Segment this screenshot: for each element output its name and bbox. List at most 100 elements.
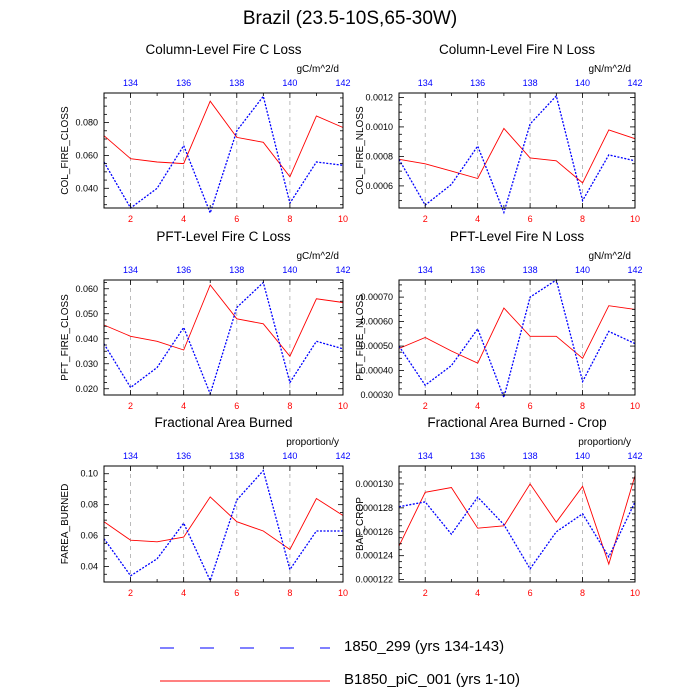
x-tick-label-top: 136 bbox=[470, 265, 485, 275]
y-tick-label: 0.000128 bbox=[355, 503, 393, 513]
x-tick-label-top: 134 bbox=[123, 78, 138, 88]
x-tick-label-top: 142 bbox=[335, 78, 350, 88]
y-tick-label: 0.060 bbox=[75, 284, 98, 294]
x-tick-label-top: 140 bbox=[282, 451, 297, 461]
x-tick-label-bottom: 8 bbox=[580, 588, 585, 598]
panel-units: proportion/y bbox=[286, 437, 339, 448]
x-tick-label-bottom: 2 bbox=[128, 401, 133, 411]
y-axis-label: PFT_FIRE_NLOSS bbox=[355, 294, 366, 381]
chart-panel-3: PFT-Level Fire C Loss gC/m^2/d PFT_FIRE_CL… bbox=[60, 229, 351, 411]
series-line-b1850-pic-001 bbox=[398, 475, 636, 566]
series-line-b1850-pic-001 bbox=[103, 496, 344, 551]
y-tick-label: 0.00070 bbox=[360, 292, 393, 302]
x-tick-label-top: 136 bbox=[176, 451, 191, 461]
x-tick-label-top: 136 bbox=[176, 265, 191, 275]
x-tick-label-top: 142 bbox=[627, 451, 642, 461]
y-tick-label: 0.0012 bbox=[365, 92, 393, 102]
series-line-1850_299 bbox=[398, 278, 636, 400]
x-tick-label-bottom: 10 bbox=[338, 401, 348, 411]
y-tick-label: 0.0008 bbox=[365, 151, 393, 161]
x-tick-label-bottom: 6 bbox=[528, 214, 533, 224]
x-tick-label-top: 142 bbox=[627, 265, 642, 275]
x-tick-label-bottom: 4 bbox=[475, 588, 480, 598]
series-line-b1850-pic-001 bbox=[398, 305, 636, 364]
plot-frame bbox=[398, 465, 636, 583]
x-tick-label-top: 138 bbox=[523, 265, 538, 275]
panel-title: PFT-Level Fire C Loss bbox=[156, 229, 291, 244]
x-tick-label-top: 140 bbox=[282, 265, 297, 275]
x-tick-label-bottom: 6 bbox=[528, 588, 533, 598]
x-tick-label-bottom: 4 bbox=[181, 214, 186, 224]
legend-line-dashed bbox=[160, 647, 330, 649]
panel-title: Column-Level Fire C Loss bbox=[145, 42, 301, 57]
x-tick-label-top: 138 bbox=[229, 265, 244, 275]
x-tick-label-top: 138 bbox=[229, 78, 244, 88]
x-tick-label-bottom: 2 bbox=[423, 214, 428, 224]
series-line-1850_299 bbox=[103, 469, 343, 583]
x-tick-label-top: 138 bbox=[523, 78, 538, 88]
y-axis-label: BAF_CROP bbox=[355, 497, 366, 551]
panel-units: proportion/y bbox=[578, 437, 631, 448]
x-tick-label-bottom: 2 bbox=[128, 588, 133, 598]
legend-label-control: 1850_299 (yrs 134-143) bbox=[344, 638, 505, 655]
legend-label-case: B1850_piC_001 (yrs 1-10) bbox=[344, 671, 520, 688]
x-tick-label-top: 140 bbox=[282, 78, 297, 88]
y-tick-label: 0.06 bbox=[80, 531, 98, 541]
series-line-1850_299 bbox=[103, 281, 344, 396]
panel-title: Column-Level Fire N Loss bbox=[439, 42, 595, 57]
x-tick-label-top: 136 bbox=[470, 78, 485, 88]
x-tick-label-bottom: 2 bbox=[423, 588, 428, 598]
x-tick-label-bottom: 10 bbox=[630, 401, 640, 411]
plot-frame bbox=[103, 92, 344, 209]
plot-frame bbox=[398, 92, 636, 209]
x-tick-label-bottom: 6 bbox=[234, 588, 239, 598]
x-tick-label-bottom: 10 bbox=[630, 588, 640, 598]
x-tick-label-top: 140 bbox=[575, 451, 590, 461]
chart-panel-4: PFT-Level Fire N Loss gN/m^2/d PFT_FIRE_NL… bbox=[355, 229, 643, 411]
x-tick-label-bottom: 6 bbox=[528, 401, 533, 411]
x-tick-label-bottom: 8 bbox=[287, 214, 292, 224]
y-tick-label: 0.000130 bbox=[355, 479, 393, 489]
y-axis-label: PFT_FIRE_CLOSS bbox=[60, 294, 71, 381]
x-tick-label-bottom: 8 bbox=[580, 401, 585, 411]
y-tick-label: 0.000124 bbox=[355, 551, 393, 561]
chart-panel-2: Column-Level Fire N Loss gN/m^2/d COL_FIRE… bbox=[355, 42, 643, 224]
x-tick-label-bottom: 4 bbox=[181, 401, 186, 411]
chart-panel-6: Fractional Area Burned - Crop proportion/… bbox=[355, 415, 643, 598]
y-tick-label: 0.050 bbox=[75, 309, 98, 319]
y-tick-label: 0.08 bbox=[80, 500, 98, 510]
y-tick-label: 0.060 bbox=[75, 150, 98, 160]
panel-units: gC/m^2/d bbox=[297, 251, 340, 262]
x-tick-label-bottom: 6 bbox=[234, 214, 239, 224]
x-tick-label-top: 134 bbox=[418, 78, 433, 88]
plot-frame bbox=[398, 279, 636, 396]
y-tick-label: 0.000126 bbox=[355, 527, 393, 537]
x-tick-label-top: 142 bbox=[335, 265, 350, 275]
panel-units: gN/m^2/d bbox=[589, 251, 632, 262]
x-tick-label-top: 136 bbox=[176, 78, 191, 88]
y-tick-label: 0.00040 bbox=[360, 366, 393, 376]
legend-line-solid bbox=[160, 680, 330, 682]
x-tick-label-top: 140 bbox=[575, 78, 590, 88]
x-tick-label-bottom: 2 bbox=[423, 401, 428, 411]
series-line-1850_299 bbox=[398, 496, 636, 570]
y-tick-label: 0.020 bbox=[75, 384, 98, 394]
y-tick-label: 0.040 bbox=[75, 334, 98, 344]
chart-panel-5: Fractional Area Burned proportion/y FAREA_… bbox=[60, 415, 351, 598]
x-tick-label-bottom: 6 bbox=[234, 401, 239, 411]
plot-frame bbox=[103, 465, 344, 583]
panel-units: gC/m^2/d bbox=[297, 64, 340, 75]
x-tick-label-bottom: 8 bbox=[580, 214, 585, 224]
y-axis-label: FAREA_BURNED bbox=[60, 484, 71, 565]
x-tick-label-top: 142 bbox=[627, 78, 642, 88]
x-tick-label-top: 140 bbox=[575, 265, 590, 275]
x-tick-label-top: 134 bbox=[123, 451, 138, 461]
y-axis-label: COL_FIRE_CLOSS bbox=[60, 106, 71, 195]
panel-units: gN/m^2/d bbox=[589, 64, 632, 75]
x-tick-label-bottom: 4 bbox=[475, 214, 480, 224]
series-line-b1850-pic-001 bbox=[103, 284, 344, 358]
x-tick-label-top: 134 bbox=[418, 451, 433, 461]
panel-title: Fractional Area Burned - Crop bbox=[427, 415, 606, 430]
panel-title: Fractional Area Burned bbox=[154, 415, 292, 430]
